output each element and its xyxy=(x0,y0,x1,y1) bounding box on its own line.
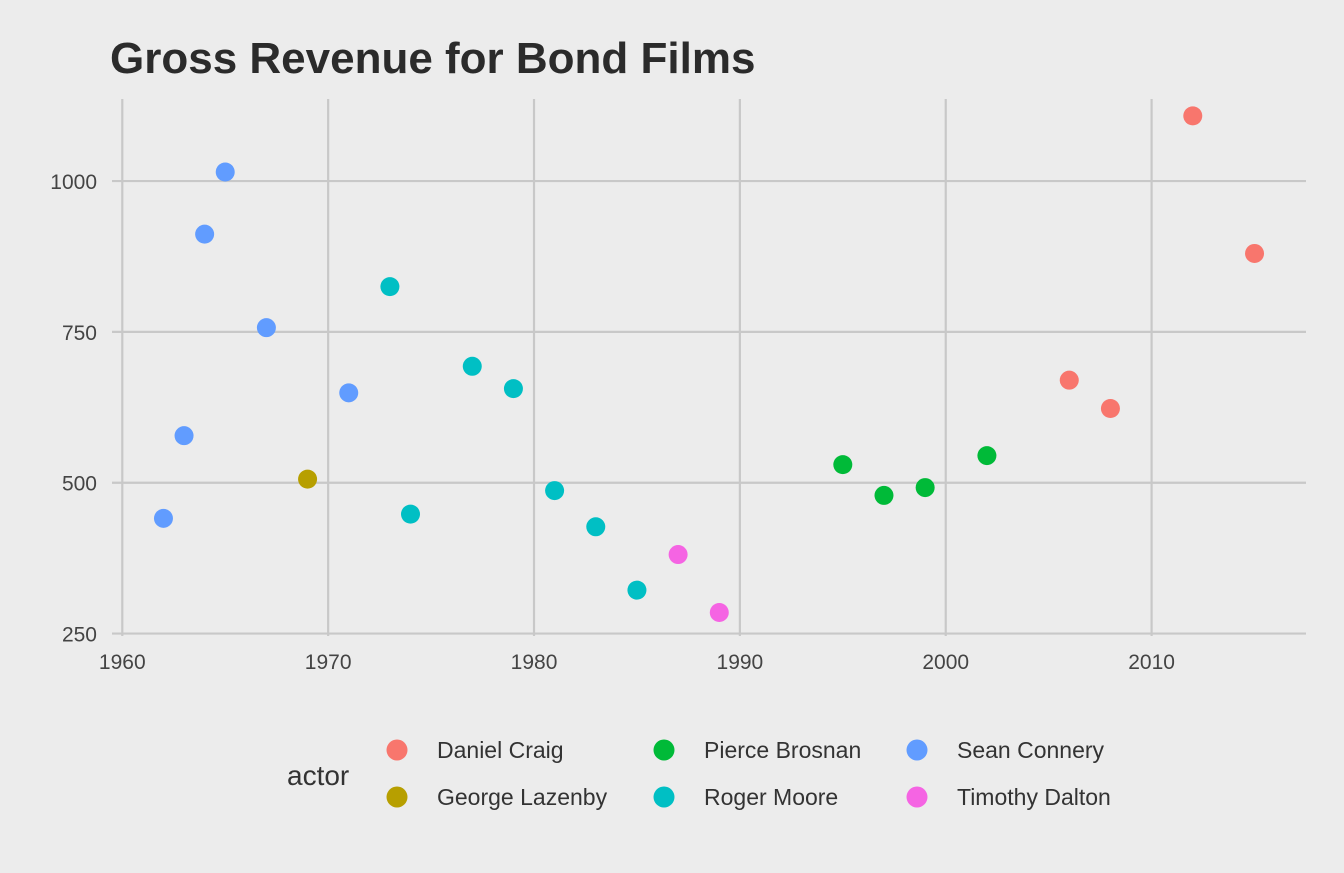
data-point xyxy=(833,455,853,475)
data-point xyxy=(1183,106,1203,126)
data-point xyxy=(380,277,400,297)
data-point xyxy=(503,379,523,399)
data-point xyxy=(586,517,606,537)
data-point xyxy=(215,162,235,182)
legend-key xyxy=(906,786,928,808)
x-tick-label: 1990 xyxy=(717,651,764,674)
data-point xyxy=(1100,399,1120,419)
legend-label: George Lazenby xyxy=(437,784,608,810)
x-tick-label: 1970 xyxy=(305,651,352,674)
data-point xyxy=(256,318,276,338)
legend-key xyxy=(906,739,928,761)
legend-key xyxy=(653,739,675,761)
legend-key xyxy=(653,786,675,808)
data-point xyxy=(627,580,647,600)
grid-lines xyxy=(112,99,1306,636)
data-point xyxy=(709,602,729,622)
data-point xyxy=(977,446,997,466)
y-tick-label: 500 xyxy=(62,473,97,496)
legend-label: Roger Moore xyxy=(704,784,838,810)
y-tick-label: 250 xyxy=(62,624,97,647)
data-point xyxy=(401,504,420,524)
legend-label: Daniel Craig xyxy=(437,737,564,763)
data-point xyxy=(195,224,215,244)
data-point xyxy=(1245,243,1265,263)
axis-tick-labels: 1960 1970 1980 1990 2000 2010 250 500 750 1000 xyxy=(50,171,1175,674)
x-tick-label: 2000 xyxy=(922,651,969,674)
data-point xyxy=(1059,370,1079,390)
y-tick-label: 1000 xyxy=(50,171,97,194)
legend-key xyxy=(386,739,408,761)
data-point xyxy=(545,481,565,501)
x-tick-label: 1960 xyxy=(99,651,146,674)
data-point xyxy=(915,478,935,498)
legend-label: Timothy Dalton xyxy=(957,784,1111,810)
y-tick-label: 750 xyxy=(62,322,97,345)
data-point xyxy=(298,469,318,489)
data-point xyxy=(874,485,894,505)
legend-label: Sean Connery xyxy=(957,737,1105,763)
chart-title: Gross Revenue for Bond Films xyxy=(110,34,755,83)
legend-title: actor xyxy=(287,760,349,791)
x-tick-label: 2010 xyxy=(1128,651,1175,674)
x-tick-label: 1980 xyxy=(511,651,558,674)
data-points xyxy=(153,106,1265,622)
legend-label: Pierce Brosnan xyxy=(704,737,861,763)
legend-key xyxy=(386,786,408,808)
data-point xyxy=(668,545,688,565)
data-point xyxy=(462,356,482,376)
data-point xyxy=(153,508,173,528)
legend: actor Daniel Craig George Lazenby Pierce B… xyxy=(287,737,1111,810)
data-point xyxy=(174,426,194,446)
data-point xyxy=(339,383,359,403)
